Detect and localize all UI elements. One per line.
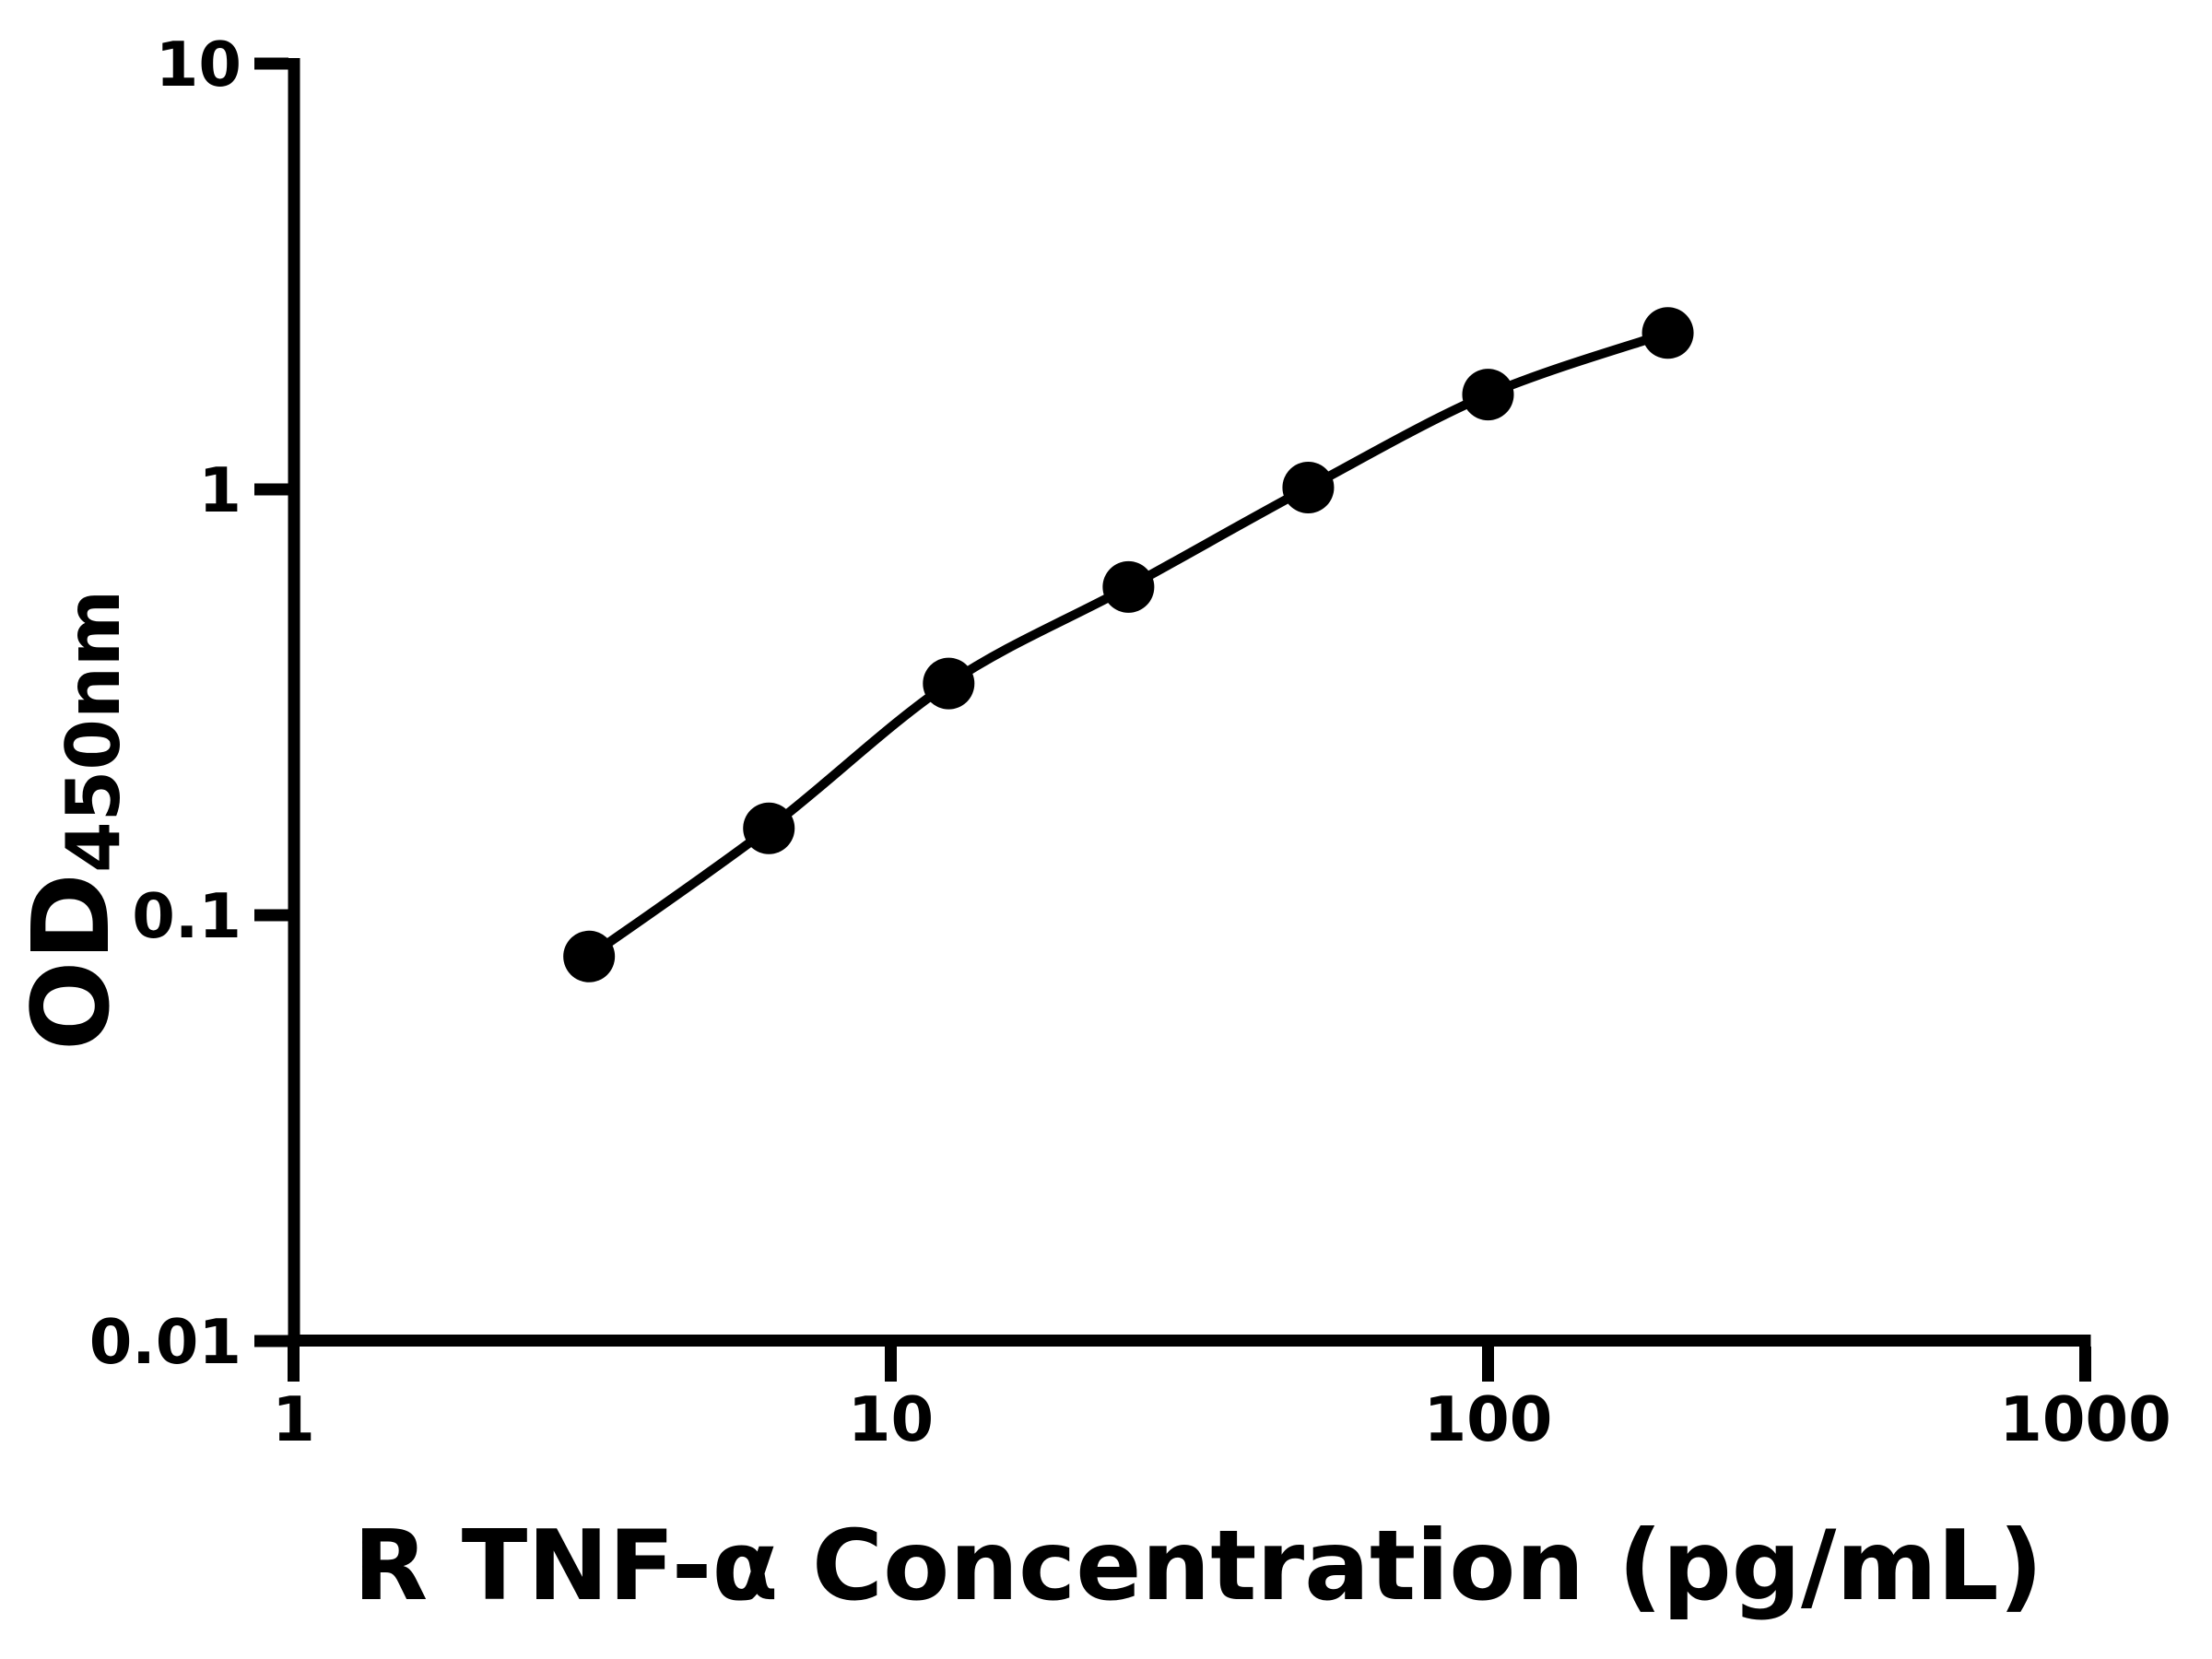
x-axis-tick-labels: 1 10 100 1000 <box>272 1383 2171 1455</box>
x-axis-spine <box>288 1335 2091 1347</box>
x-tick-label-1000: 1000 <box>1999 1383 2171 1455</box>
data-point-marker <box>743 802 795 854</box>
x-tick-mark <box>288 1347 300 1382</box>
data-point-marker <box>923 657 975 710</box>
y-tick-mark <box>254 909 288 922</box>
y-axis-tick-labels: 10 1 0.1 0.01 <box>89 29 241 1378</box>
y-tick-label-0.1: 0.1 <box>132 880 241 952</box>
y-tick-label-0.01: 0.01 <box>89 1306 241 1378</box>
y-tick-mark <box>254 1335 288 1347</box>
data-points <box>563 307 1694 982</box>
y-tick-label-1: 1 <box>198 454 241 526</box>
data-point-marker <box>1462 369 1514 421</box>
y-axis-title-subscript: 450nm <box>51 590 136 873</box>
y-axis-title: OD450nm <box>10 590 136 1052</box>
data-point-marker <box>1641 307 1694 359</box>
y-axis-ticks <box>254 57 288 1347</box>
x-axis-ticks <box>288 1347 2091 1382</box>
standard-curve-line <box>584 328 1673 961</box>
x-tick-mark <box>885 1347 897 1382</box>
x-axis-title: R TNF-α Concentration (pg/mL) <box>353 1510 2042 1622</box>
x-tick-label-100: 100 <box>1424 1383 1553 1455</box>
plot-curve <box>584 328 1673 961</box>
data-point-marker <box>563 930 616 982</box>
y-axis-spine <box>288 58 300 1347</box>
y-tick-mark <box>254 57 288 70</box>
y-tick-mark <box>254 483 288 496</box>
y-axis-title-main: OD <box>10 873 134 1051</box>
x-tick-label-1: 1 <box>272 1383 315 1455</box>
x-tick-label-10: 10 <box>848 1383 934 1455</box>
x-tick-mark <box>1482 1347 1494 1382</box>
data-point-marker <box>1102 560 1155 613</box>
y-tick-label-10: 10 <box>156 29 241 100</box>
x-tick-mark <box>2079 1347 2091 1382</box>
data-point-marker <box>1282 462 1335 514</box>
